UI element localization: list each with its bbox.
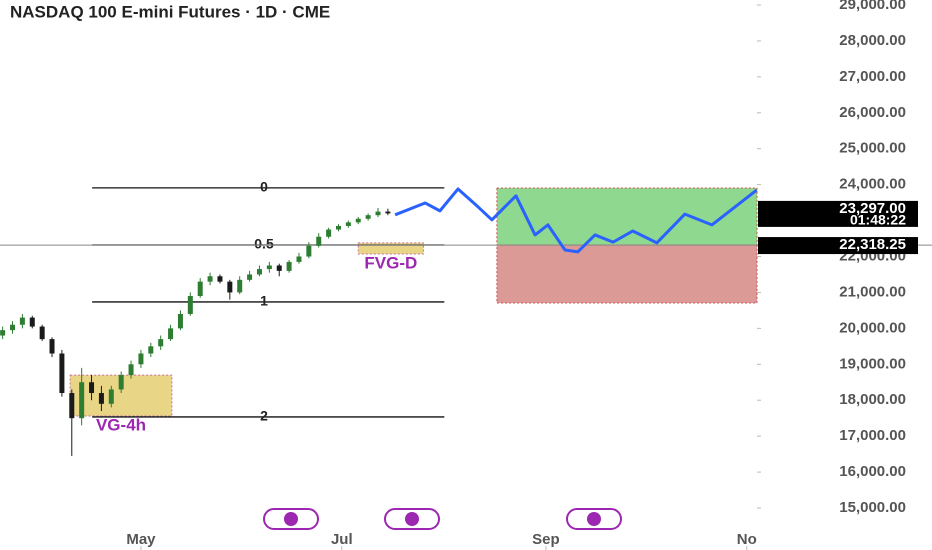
price-line-label: 22,318.25 — [839, 236, 906, 253]
candle-body — [375, 211, 381, 216]
candle-body — [49, 339, 55, 354]
fib-label: 2 — [260, 408, 268, 424]
icon[interactable] — [284, 512, 298, 526]
last-price-box — [758, 200, 918, 227]
x-tick-label: Sep — [532, 531, 560, 548]
toolbar-icons[interactable] — [263, 508, 622, 530]
y-tick-label: 18,000.00 — [839, 391, 906, 408]
price-line-box — [758, 237, 918, 255]
x-tick-label: No — [737, 531, 757, 548]
fib-label: 1 — [260, 293, 268, 309]
candle-body — [306, 245, 312, 257]
candle-body — [10, 324, 16, 331]
icon[interactable] — [587, 512, 601, 526]
loss-zone — [496, 244, 758, 304]
y-tick-label: 28,000.00 — [839, 32, 906, 49]
y-tick-label: 15,000.00 — [839, 499, 906, 516]
fvg-label: FVG-D — [364, 253, 417, 272]
candle-body — [177, 313, 183, 329]
candle-body — [326, 229, 332, 237]
candle-body — [355, 218, 361, 223]
candle-body — [138, 353, 144, 365]
candle-body — [79, 382, 85, 419]
y-tick-label: 19,000.00 — [839, 355, 906, 372]
candle-body — [0, 330, 6, 336]
countdown-label: 01:48:22 — [850, 212, 906, 228]
candle-body — [69, 393, 75, 419]
y-tick-label: 17,000.00 — [839, 427, 906, 444]
candle-body — [158, 339, 164, 347]
y-tick-label: 26,000.00 — [839, 104, 906, 121]
chart-title: NASDAQ 100 E-mini Futures · 1D · CME — [10, 2, 330, 21]
candle-body — [197, 281, 203, 297]
candle-body — [148, 346, 154, 354]
candle-body — [108, 389, 114, 404]
candle-body — [335, 225, 341, 230]
candle-body — [217, 276, 223, 282]
y-tick-label: 21,000.00 — [839, 283, 906, 300]
candle-body — [365, 215, 371, 219]
candle-body — [207, 276, 213, 282]
candle-body — [187, 296, 193, 314]
y-tick-label: 20,000.00 — [839, 319, 906, 336]
y-tick-label: 24,000.00 — [839, 176, 906, 193]
candle-body — [345, 222, 351, 226]
candle-body — [276, 265, 282, 271]
candle-body — [168, 328, 174, 340]
candle-body — [266, 265, 272, 270]
fvg-zone — [357, 242, 424, 255]
candle-body — [29, 317, 35, 327]
x-tick-label: Jul — [331, 531, 353, 548]
candle-body — [256, 269, 262, 275]
y-tick-label: 27,000.00 — [839, 68, 906, 85]
last-price-label: 23,297.00 — [839, 200, 906, 217]
candle-body — [237, 279, 243, 293]
candle-body — [227, 281, 233, 293]
fib-label: 0.5 — [254, 236, 274, 252]
candle-body — [19, 317, 25, 325]
candle-body — [98, 393, 104, 404]
icon[interactable] — [405, 512, 419, 526]
x-tick-label: May — [126, 531, 156, 548]
candle-body — [128, 364, 134, 376]
candle-body — [247, 274, 253, 280]
candle-body — [296, 256, 302, 262]
projection-line — [394, 187, 758, 254]
y-tick-label: 16,000.00 — [839, 463, 906, 480]
y-tick-label: 25,000.00 — [839, 140, 906, 157]
candle-body — [316, 236, 322, 246]
fvg-label: VG-4h — [96, 416, 146, 435]
candle-body — [118, 375, 124, 390]
candle-body — [59, 353, 65, 394]
y-tick-label: 29,000.00 — [839, 0, 906, 13]
fib-label: 0 — [260, 179, 268, 195]
candle-body — [385, 211, 391, 214]
candle-body — [89, 382, 95, 394]
profit-zone — [496, 187, 758, 246]
candle-body — [286, 261, 292, 271]
candle-body — [39, 326, 45, 340]
